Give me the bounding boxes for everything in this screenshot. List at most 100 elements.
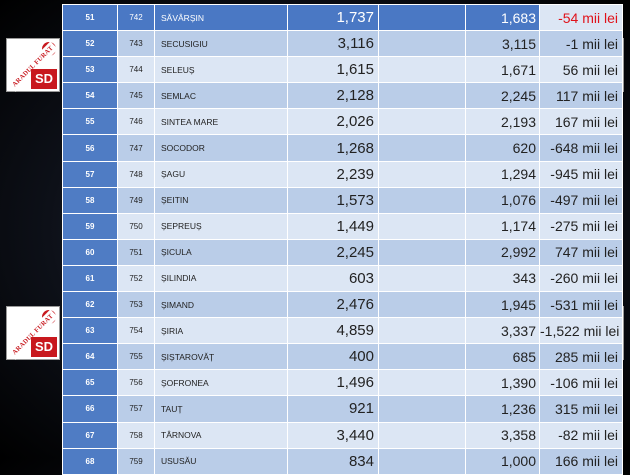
logo-badge: SD: [31, 337, 57, 357]
row-name: TÂRNOVA: [154, 421, 288, 449]
row-value-1: 4,859: [287, 317, 379, 345]
table-row: 57 748 ȘAGU 2,239 1,294 -945 mii lei: [62, 160, 623, 188]
row-code: 759: [117, 447, 155, 475]
row-value-2: 1,174: [465, 212, 540, 240]
row-index: 61: [62, 264, 118, 293]
row-index: 67: [62, 421, 118, 449]
row-name: SEMLAC: [154, 82, 288, 110]
row-name: SĂVÂRȘIN: [154, 3, 288, 32]
row-index: 55: [62, 108, 118, 136]
row-index: 62: [62, 291, 118, 319]
row-index: 63: [62, 317, 118, 345]
table-row: 63 754 ȘIRIA 4,859 3,337 -1,522 mii lei: [62, 317, 623, 345]
row-name: ȘOFRONEA: [154, 369, 288, 397]
table-row: 58 749 ȘEITIN 1,573 1,076 -497 mii lei: [62, 186, 623, 214]
row-code: 751: [117, 238, 155, 266]
logo-top-left: ARADUL FURAT SD: [6, 38, 60, 92]
row-empty-cell: [378, 317, 466, 345]
table-row: 56 747 SOCODOR 1,268 620 -648 mii lei: [62, 134, 623, 162]
table-row: 53 744 SELEUȘ 1,615 1,671 56 mii lei: [62, 56, 623, 84]
row-empty-cell: [378, 108, 466, 136]
row-value-2: 343: [465, 264, 540, 293]
row-index: 68: [62, 447, 118, 475]
row-empty-cell: [378, 160, 466, 188]
logo-badge: SD: [31, 69, 57, 89]
row-difference: 747 mii lei: [539, 238, 623, 266]
table-row: 65 756 ȘOFRONEA 1,496 1,390 -106 mii lei: [62, 369, 623, 397]
row-empty-cell: [378, 238, 466, 266]
row-code: 745: [117, 82, 155, 110]
row-difference: -82 mii lei: [539, 421, 623, 449]
row-index: 58: [62, 186, 118, 214]
row-difference: -945 mii lei: [539, 160, 623, 188]
row-code: 755: [117, 343, 155, 371]
row-name: SINTEA MARE: [154, 108, 288, 136]
row-index: 57: [62, 160, 118, 188]
row-value-2: 1,294: [465, 160, 540, 188]
row-value-1: 2,128: [287, 82, 379, 110]
row-value-2: 2,245: [465, 82, 540, 110]
table-row: 55 746 SINTEA MARE 2,026 2,193 167 mii lei: [62, 108, 623, 136]
row-value-2: 1,683: [465, 3, 540, 32]
row-difference: -54 mii lei: [539, 3, 623, 32]
row-empty-cell: [378, 264, 466, 293]
row-name: ȘICULA: [154, 238, 288, 266]
row-difference: -531 mii lei: [539, 291, 623, 319]
row-difference: 285 mii lei: [539, 343, 623, 371]
row-empty-cell: [378, 421, 466, 449]
row-value-1: 1,268: [287, 134, 379, 162]
row-difference: -260 mii lei: [539, 264, 623, 293]
row-name: ȘEPREUȘ: [154, 212, 288, 240]
row-value-1: 921: [287, 395, 379, 423]
table-row: 68 759 USUSĂU 834 1,000 166 mii lei: [62, 447, 623, 475]
row-value-1: 603: [287, 264, 379, 293]
row-difference: -1 mii lei: [539, 30, 623, 58]
row-index: 66: [62, 395, 118, 423]
row-empty-cell: [378, 343, 466, 371]
row-index: 56: [62, 134, 118, 162]
row-difference: 56 mii lei: [539, 56, 623, 84]
row-code: 753: [117, 291, 155, 319]
row-index: 52: [62, 30, 118, 58]
table-row: 66 757 TAUȚ 921 1,236 315 mii lei: [62, 395, 623, 423]
row-difference: 117 mii lei: [539, 82, 623, 110]
row-value-1: 1,573: [287, 186, 379, 214]
row-difference: 167 mii lei: [539, 108, 623, 136]
row-code: 743: [117, 30, 155, 58]
row-value-1: 2,476: [287, 291, 379, 319]
row-index: 60: [62, 238, 118, 266]
row-empty-cell: [378, 82, 466, 110]
row-value-1: 1,449: [287, 212, 379, 240]
row-empty-cell: [378, 447, 466, 475]
row-empty-cell: [378, 186, 466, 214]
logo-bottom-left: ARADUL FURAT SD: [6, 306, 60, 360]
row-empty-cell: [378, 134, 466, 162]
table-row: 62 753 ȘIMAND 2,476 1,945 -531 mii lei: [62, 291, 623, 319]
table-row: 67 758 TÂRNOVA 3,440 3,358 -82 mii lei: [62, 421, 623, 449]
row-value-1: 400: [287, 343, 379, 371]
row-difference: -106 mii lei: [539, 369, 623, 397]
row-difference: 315 mii lei: [539, 395, 623, 423]
table-row: 52 743 SECUSIGIU 3,116 3,115 -1 mii lei: [62, 30, 623, 58]
row-index: 59: [62, 212, 118, 240]
row-value-1: 834: [287, 447, 379, 475]
row-value-2: 1,390: [465, 369, 540, 397]
row-value-1: 3,440: [287, 421, 379, 449]
row-name: SOCODOR: [154, 134, 288, 162]
row-empty-cell: [378, 30, 466, 58]
row-name: ȘILINDIA: [154, 264, 288, 293]
row-value-2: 1,236: [465, 395, 540, 423]
row-difference: -1,522 mii lei: [539, 317, 623, 345]
row-index: 65: [62, 369, 118, 397]
row-value-2: 620: [465, 134, 540, 162]
row-empty-cell: [378, 56, 466, 84]
table-row: 51 742 SĂVÂRȘIN 1,737 1,683 -54 mii lei: [62, 3, 623, 32]
row-value-1: 1,737: [287, 3, 379, 32]
row-name: ȘIMAND: [154, 291, 288, 319]
row-difference: -497 mii lei: [539, 186, 623, 214]
row-name: ȘIRIA: [154, 317, 288, 345]
data-table-wrapper: 51 742 SĂVÂRȘIN 1,737 1,683 -54 mii lei 52 743 S…: [62, 3, 623, 475]
row-value-2: 1,945: [465, 291, 540, 319]
row-value-2: 3,337: [465, 317, 540, 345]
table-row: 54 745 SEMLAC 2,128 2,245 117 mii lei: [62, 82, 623, 110]
